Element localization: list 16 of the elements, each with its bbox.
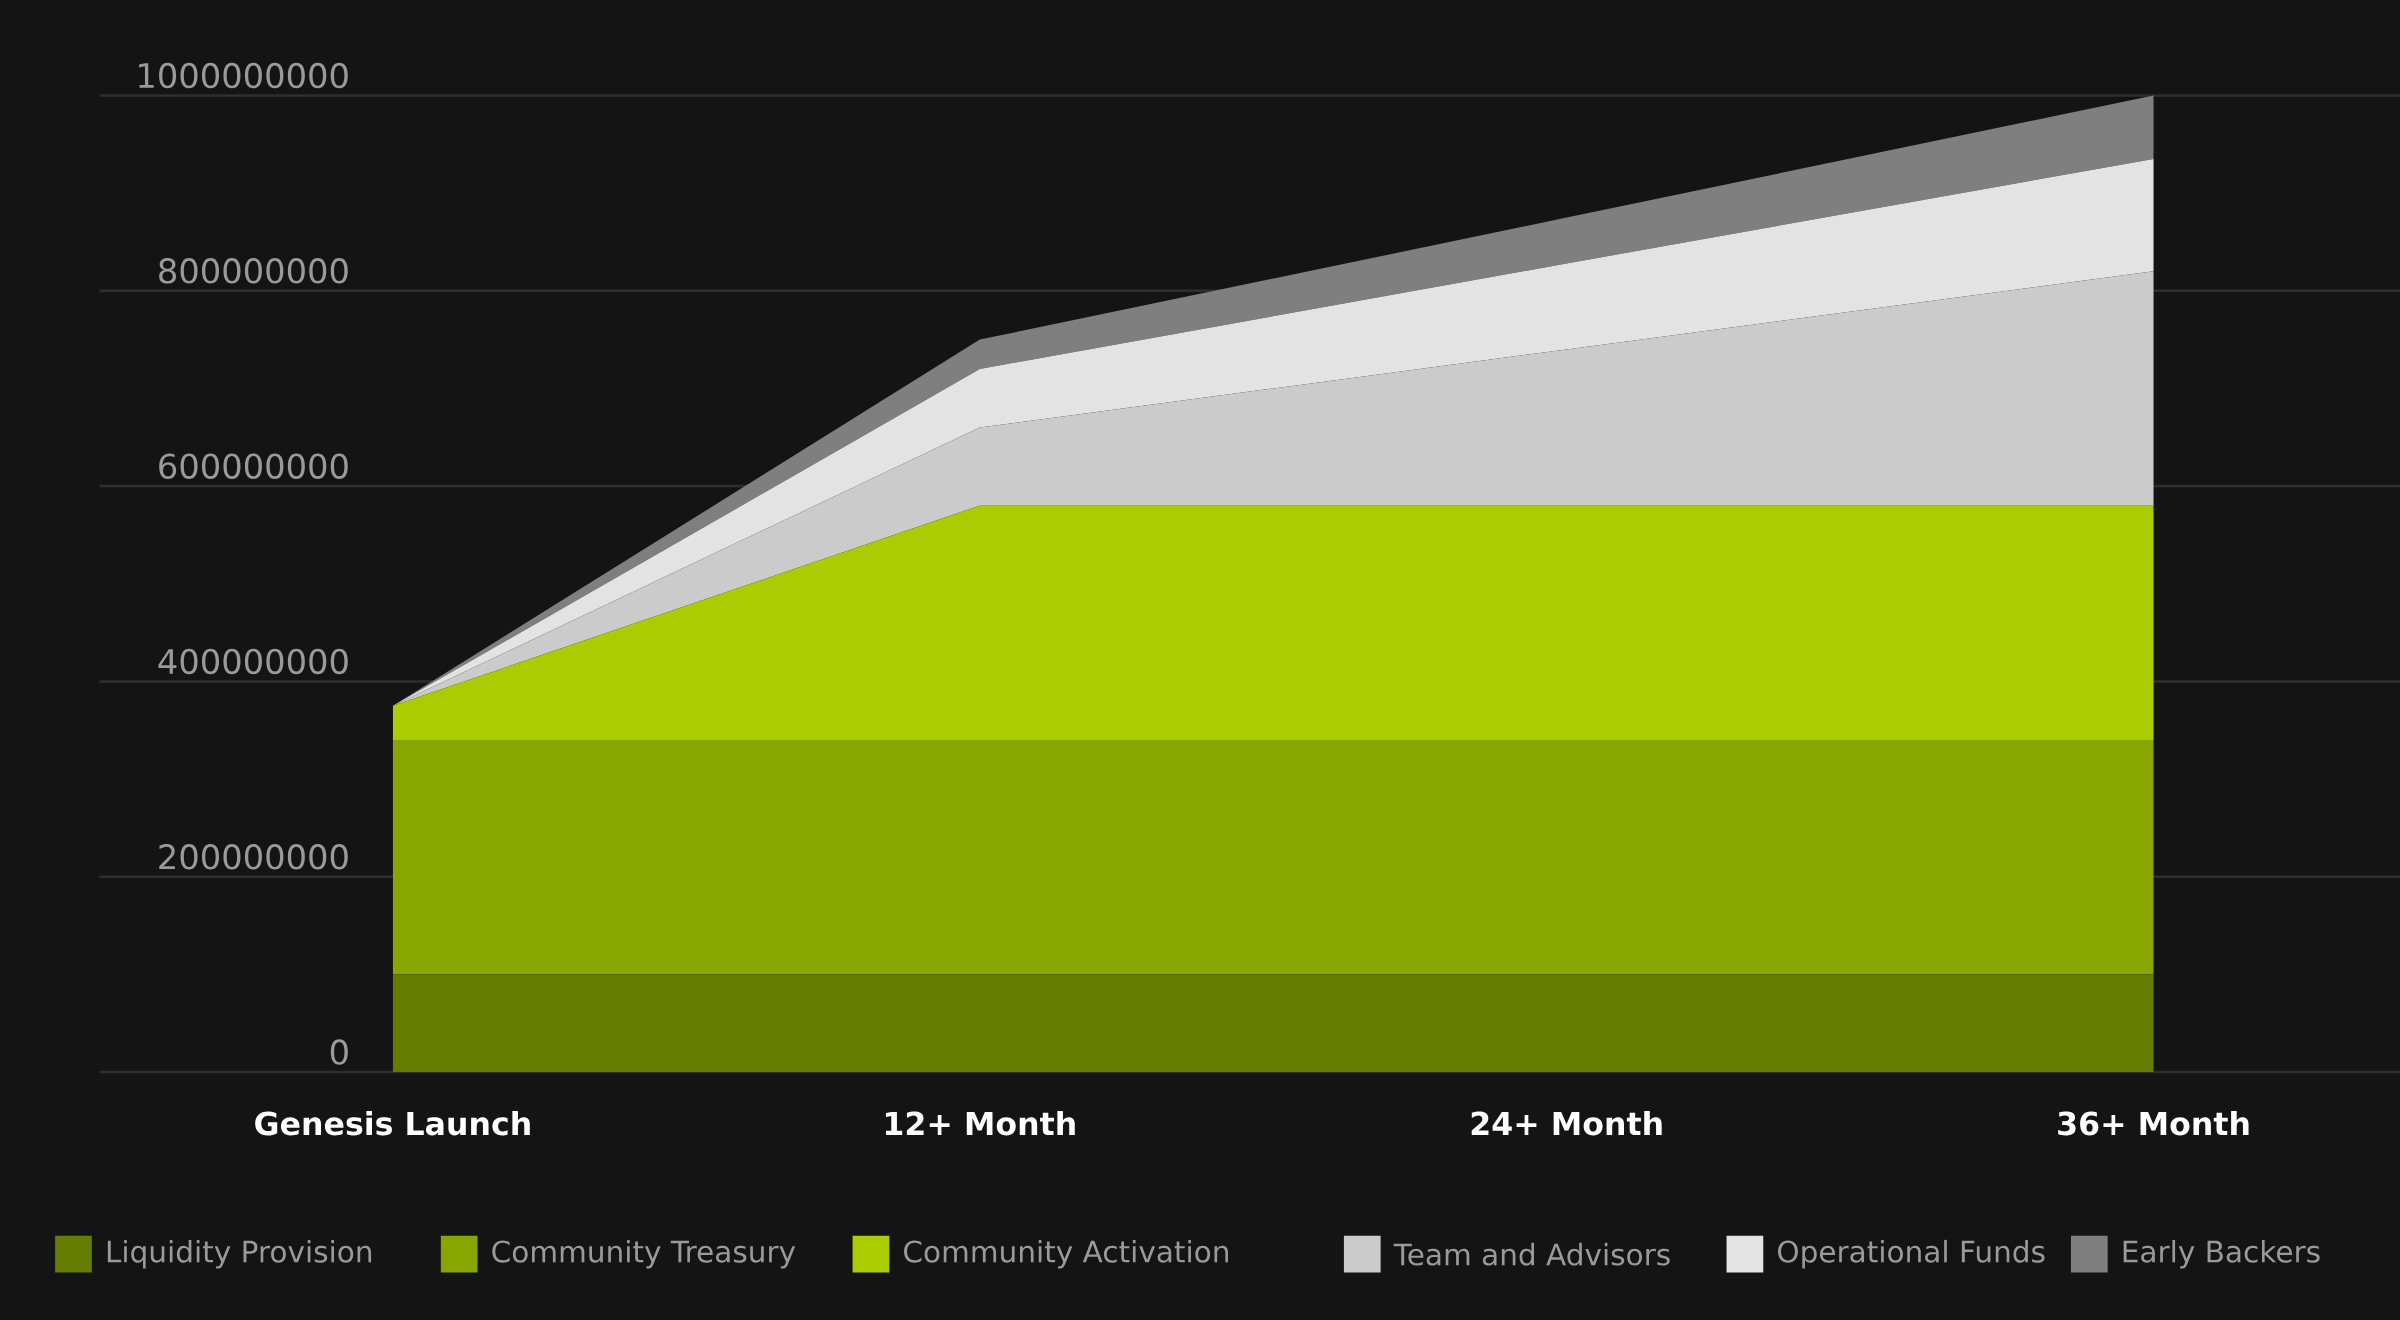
legend-label: Community Activation bbox=[904, 1239, 1228, 1269]
y-tick-label: 200000000 bbox=[159, 844, 348, 870]
y-tick-label: 600000000 bbox=[159, 453, 348, 479]
x-tick-label: 12+ Month bbox=[885, 1110, 1075, 1136]
legend-label: Early Backers bbox=[2123, 1239, 2320, 1269]
legend-label: Team and Advisors bbox=[1393, 1242, 1670, 1266]
legend-label: Operational Funds bbox=[1778, 1239, 2045, 1269]
y-tick-label: 400000000 bbox=[158, 648, 348, 675]
y-tick-label: 0 bbox=[330, 1039, 348, 1065]
y-tick-label: 800000000 bbox=[159, 258, 348, 284]
x-tick-label: Genesis Launch bbox=[255, 1110, 530, 1136]
legend-label: Community Treasury bbox=[492, 1239, 796, 1269]
x-tick-label: 24+ Month bbox=[1471, 1110, 1662, 1136]
y-tick-label: 1000000000 bbox=[139, 62, 348, 89]
legend-label: Liquidity Provision bbox=[107, 1239, 372, 1269]
x-tick-label: 36+ Month bbox=[2058, 1110, 2249, 1136]
